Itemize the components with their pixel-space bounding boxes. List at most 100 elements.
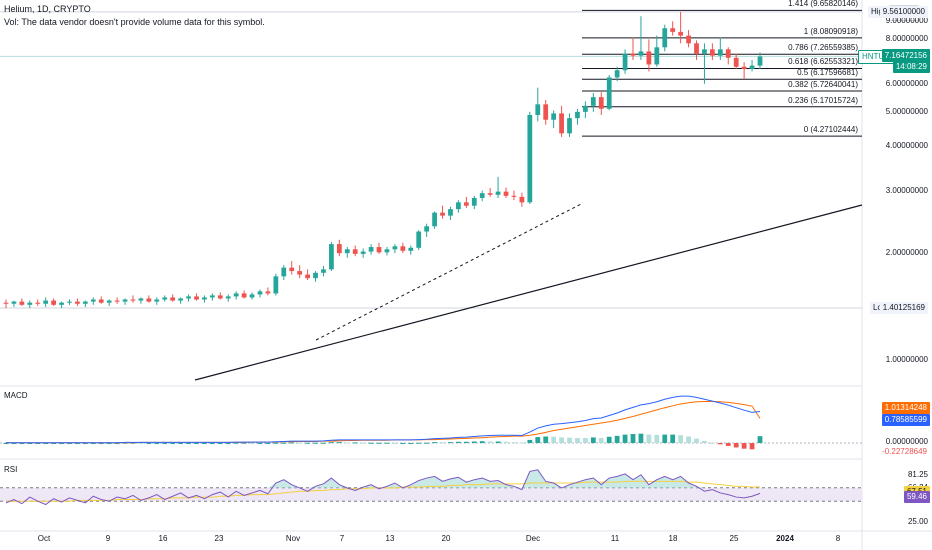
macd-histogram-bar — [709, 442, 715, 444]
candle-body — [225, 296, 231, 299]
time-axis-label: 11 — [610, 534, 620, 543]
candle-body — [471, 197, 477, 206]
candle-body — [527, 114, 533, 203]
macd-histogram-bar — [432, 442, 437, 444]
macd-histogram-bar — [487, 441, 493, 444]
macd-histogram-bar — [749, 443, 755, 450]
macd-histogram-bar — [400, 443, 406, 445]
time-axis-label: Oct — [37, 534, 51, 543]
candle-body — [98, 299, 104, 303]
candle-body — [463, 202, 469, 206]
candle-body — [575, 111, 580, 119]
macd-histogram-bar — [392, 443, 398, 445]
macd-histogram-bar — [511, 442, 517, 444]
macd-histogram-bar — [622, 434, 628, 444]
fib-level-label: 0.618 (6.62553321) — [788, 57, 858, 67]
macd-histogram-bar — [43, 443, 49, 445]
rsi-band — [0, 487, 862, 502]
macd-histogram-bar — [463, 441, 469, 444]
macd-histogram-bar — [670, 434, 676, 444]
candle-body — [336, 244, 342, 254]
macd-histogram-bar — [281, 442, 287, 444]
macd-histogram-bar — [329, 442, 334, 444]
price-tick-label: 3.00000000 — [885, 185, 928, 195]
macd-histogram-bar — [757, 436, 763, 444]
macd-histogram-bar — [646, 434, 652, 444]
candle-body — [543, 104, 549, 120]
macd-histogram-bar — [606, 436, 612, 444]
macd-histogram-bar — [138, 443, 144, 445]
candle-body — [495, 191, 501, 195]
candle-body — [51, 300, 57, 305]
candle-body — [297, 271, 303, 275]
candle-body — [321, 269, 326, 273]
candle-body — [678, 31, 684, 36]
candle-body — [614, 70, 620, 78]
price-tick-label: 8.00000000 — [885, 34, 928, 44]
candle-body — [479, 193, 485, 198]
macd-histogram-bar — [225, 443, 231, 445]
candle-body — [662, 28, 668, 48]
candle-body — [583, 105, 588, 112]
macd-histogram-bar — [630, 433, 636, 444]
macd-histogram-bar — [313, 442, 318, 444]
macd-hist-tag: -0.22728649 — [879, 446, 930, 459]
time-axis-label: 13 — [385, 534, 395, 543]
candle-body — [162, 297, 168, 300]
price-tick-label: 6.00000000 — [885, 78, 928, 88]
fib-level-label: 0.236 (5.17015724) — [788, 95, 858, 105]
candle-body — [360, 251, 366, 254]
candle-body — [456, 202, 461, 210]
candle-body — [606, 77, 612, 109]
candle-body — [329, 244, 334, 270]
candle-body — [114, 300, 120, 302]
candle-body — [709, 49, 715, 56]
price-tick-label: 4.00000000 — [885, 141, 928, 151]
candle-body — [130, 299, 136, 301]
macd-histogram-bar — [289, 442, 295, 444]
macd-histogram-bar — [75, 443, 80, 445]
fib-level-label: 0.5 (6.17596681) — [797, 68, 858, 78]
candle-body — [519, 196, 525, 203]
candle-body — [590, 97, 596, 106]
candle-body — [757, 56, 763, 66]
macd-histogram-bar — [352, 442, 358, 444]
macd-histogram-bar — [27, 443, 33, 445]
macd-histogram-bar — [416, 442, 422, 444]
macd-histogram-bar — [456, 441, 461, 444]
candle-body — [305, 274, 310, 279]
candle-body — [622, 53, 628, 71]
macd-histogram-bar — [11, 443, 17, 445]
macd-histogram-bar — [35, 443, 41, 445]
macd-histogram-bar — [384, 442, 390, 444]
candle-body — [424, 226, 430, 232]
macd-histogram-bar — [178, 443, 183, 445]
macd-histogram-bar — [376, 442, 382, 444]
macd-histogram-bar — [471, 441, 477, 444]
macd-histogram-bar — [257, 443, 263, 445]
volume-note: Vol: The data vendor doesn't provide vol… — [4, 17, 265, 27]
candle-body — [170, 297, 176, 301]
candle-body — [440, 212, 445, 216]
candle-body — [11, 301, 17, 304]
macd-histogram-bar — [162, 443, 168, 445]
fib-level-label: 0 (4.27102444) — [803, 125, 858, 135]
macd-histogram-bar — [567, 437, 572, 444]
price-tick-label: 2.00000000 — [885, 248, 928, 258]
macd-value-tag: 1.01314248 — [881, 402, 930, 415]
macd-histogram-bar — [297, 442, 303, 444]
candle-body — [75, 301, 80, 304]
macd-histogram-bar — [694, 438, 699, 444]
macd-histogram-bar — [233, 442, 239, 444]
countdown-tag: 14:08:29 — [892, 61, 930, 74]
candle-body — [741, 66, 747, 70]
candle-body — [694, 43, 699, 54]
candle-body — [368, 247, 374, 252]
macd-histogram-bar — [559, 437, 564, 444]
candle-body — [67, 301, 72, 303]
candle-body — [487, 193, 493, 195]
time-axis-label: 7 — [339, 534, 345, 543]
candle-body — [638, 51, 644, 56]
signal-value-tag: 0.78585599 — [881, 414, 930, 427]
